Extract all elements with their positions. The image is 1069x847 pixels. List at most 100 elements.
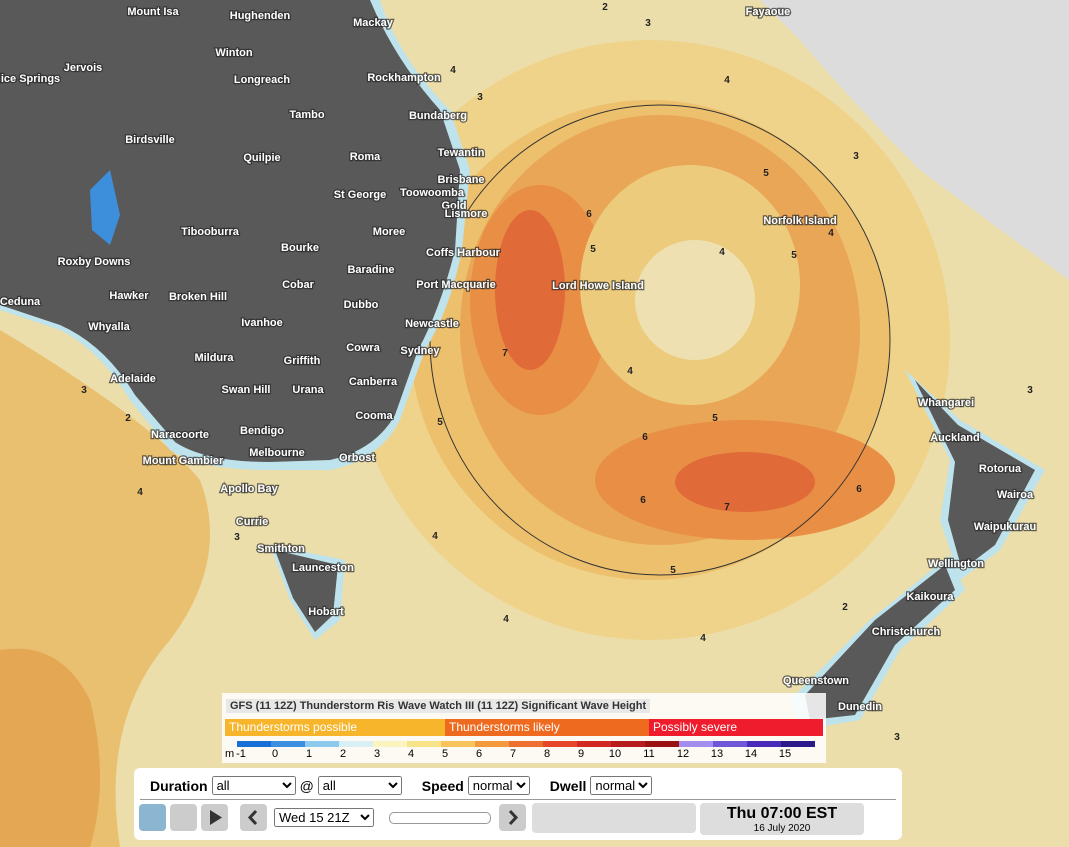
time-select[interactable]: Wed 15 21Z (274, 808, 374, 827)
contour-label: 3 (234, 532, 240, 543)
place-label: Ceduna (0, 296, 41, 308)
place-label: Roxby Downs (58, 256, 131, 268)
contour-label: 5 (437, 417, 443, 428)
divider (140, 799, 896, 800)
contour-label: 2 (842, 602, 848, 613)
place-label: Bendigo (240, 425, 284, 437)
scale-swatch (679, 741, 713, 747)
contour-label: 4 (700, 633, 706, 644)
slider[interactable] (389, 812, 491, 824)
label: Dwell (549, 777, 587, 794)
label: Speed (421, 777, 464, 794)
contour-label: 3 (894, 732, 900, 743)
contour-label: 7 (502, 348, 508, 359)
contour-label: 5 (590, 244, 596, 255)
speed-select[interactable]: normal (467, 776, 530, 795)
play-button[interactable] (201, 804, 228, 831)
contour-label: 5 (670, 565, 676, 576)
place-label: Waipukurau (974, 521, 1037, 533)
label: Duration (150, 777, 208, 794)
place-label: Melbourne (249, 447, 305, 459)
place-label: Tewantin (438, 147, 485, 159)
risk-label: Thunderstorms possible (225, 719, 445, 736)
contour-label: 4 (450, 65, 456, 76)
place-label: Mackay (353, 17, 394, 29)
contour-label: 3 (81, 385, 87, 396)
place-label: Wellington (928, 558, 984, 570)
land (805, 565, 955, 720)
place-label: Swan Hill (222, 384, 271, 396)
scale-swatch (713, 741, 747, 747)
risk-bar: Thunderstorms possible Thunderstorms lik… (225, 719, 823, 736)
place-label: St George (334, 189, 387, 201)
scale-tick: 1 (306, 748, 312, 760)
place-label: Cobar (282, 279, 315, 291)
scale-swatch (271, 741, 305, 747)
place-label: Hughenden (230, 10, 291, 22)
place-label: Smithton (257, 543, 305, 555)
place-label: Cooma (355, 410, 393, 422)
place-label: Wairoa (997, 489, 1034, 501)
film-button[interactable] (139, 804, 166, 831)
place-label: Newcastle (405, 318, 459, 330)
place-label: Kaikoura (906, 591, 954, 603)
place-label: Hobart (308, 606, 344, 618)
scale-swatch (543, 741, 577, 747)
duration2-select[interactable]: all (317, 776, 402, 795)
place-label: Cowra (346, 342, 381, 354)
scale-tick: 0 (272, 748, 278, 760)
scale-swatch (645, 741, 679, 747)
place-label: Dunedin (838, 701, 882, 713)
place-label: Orbost (339, 452, 375, 464)
scale-swatch (781, 741, 815, 747)
scale-swatch (475, 741, 509, 747)
dwell-select[interactable]: normal (590, 776, 653, 795)
legend: GFS (11 12Z) Thunderstorm Risk Wave Watc… (222, 693, 826, 763)
place-label: Longreach (234, 74, 291, 86)
place-label: Ivanhoe (241, 317, 283, 329)
prev-button[interactable] (240, 804, 267, 831)
scale-swatch (373, 741, 407, 747)
duration-select[interactable]: all (211, 776, 296, 795)
place-label: Rotorua (979, 463, 1022, 475)
scale-tick: 3 (374, 748, 380, 760)
place-label: Port Macquarie (416, 279, 495, 291)
control-row: Duration all @ all Speed normal Dwell no… (142, 776, 653, 795)
next-button[interactable] (499, 804, 526, 831)
scale-swatch (509, 741, 543, 747)
place-label: Quilpie (243, 152, 280, 164)
place-label: Birdsville (125, 134, 175, 146)
place-label: Jervois (64, 62, 103, 74)
contour-label: 4 (432, 531, 438, 542)
place-label: Launceston (292, 562, 354, 574)
contour-label: 3 (1027, 385, 1033, 396)
place-label: Sydney (400, 345, 440, 357)
scale-tick: -1 (236, 748, 246, 760)
place-label: Bundaberg (409, 110, 467, 122)
ocean-zone (0, 648, 100, 847)
place-label: Norfolk Island (763, 215, 836, 227)
scale-swatch (747, 741, 781, 747)
place-label: Whangarei (918, 397, 974, 409)
place-label: Whyalla (88, 321, 130, 333)
place-label: Auckland (930, 432, 980, 444)
contour-label: 3 (477, 92, 483, 103)
legend-layer: GFS (11 12Z) Thunderstorm Risk (226, 699, 405, 713)
icon (210, 810, 222, 825)
contour-label: 6 (586, 209, 592, 220)
scale-swatch (339, 741, 373, 747)
refresh-button[interactable] (170, 804, 197, 831)
land (275, 550, 338, 632)
scale-tick: 5 (442, 748, 448, 760)
place-label: Apollo Bay (220, 483, 278, 495)
scale-tick: 6 (476, 748, 482, 760)
status-box (532, 803, 696, 833)
place-label: Tambo (289, 109, 325, 121)
lake (90, 170, 120, 245)
time: Thu 07:00 EST (726, 805, 838, 822)
place-label: Lismore (445, 208, 488, 220)
place-label: Tibooburra (181, 226, 240, 238)
contour-label: 4 (137, 487, 143, 498)
place-label: Mount Isa (127, 6, 179, 18)
place-label: Mount Gambier (143, 455, 224, 467)
